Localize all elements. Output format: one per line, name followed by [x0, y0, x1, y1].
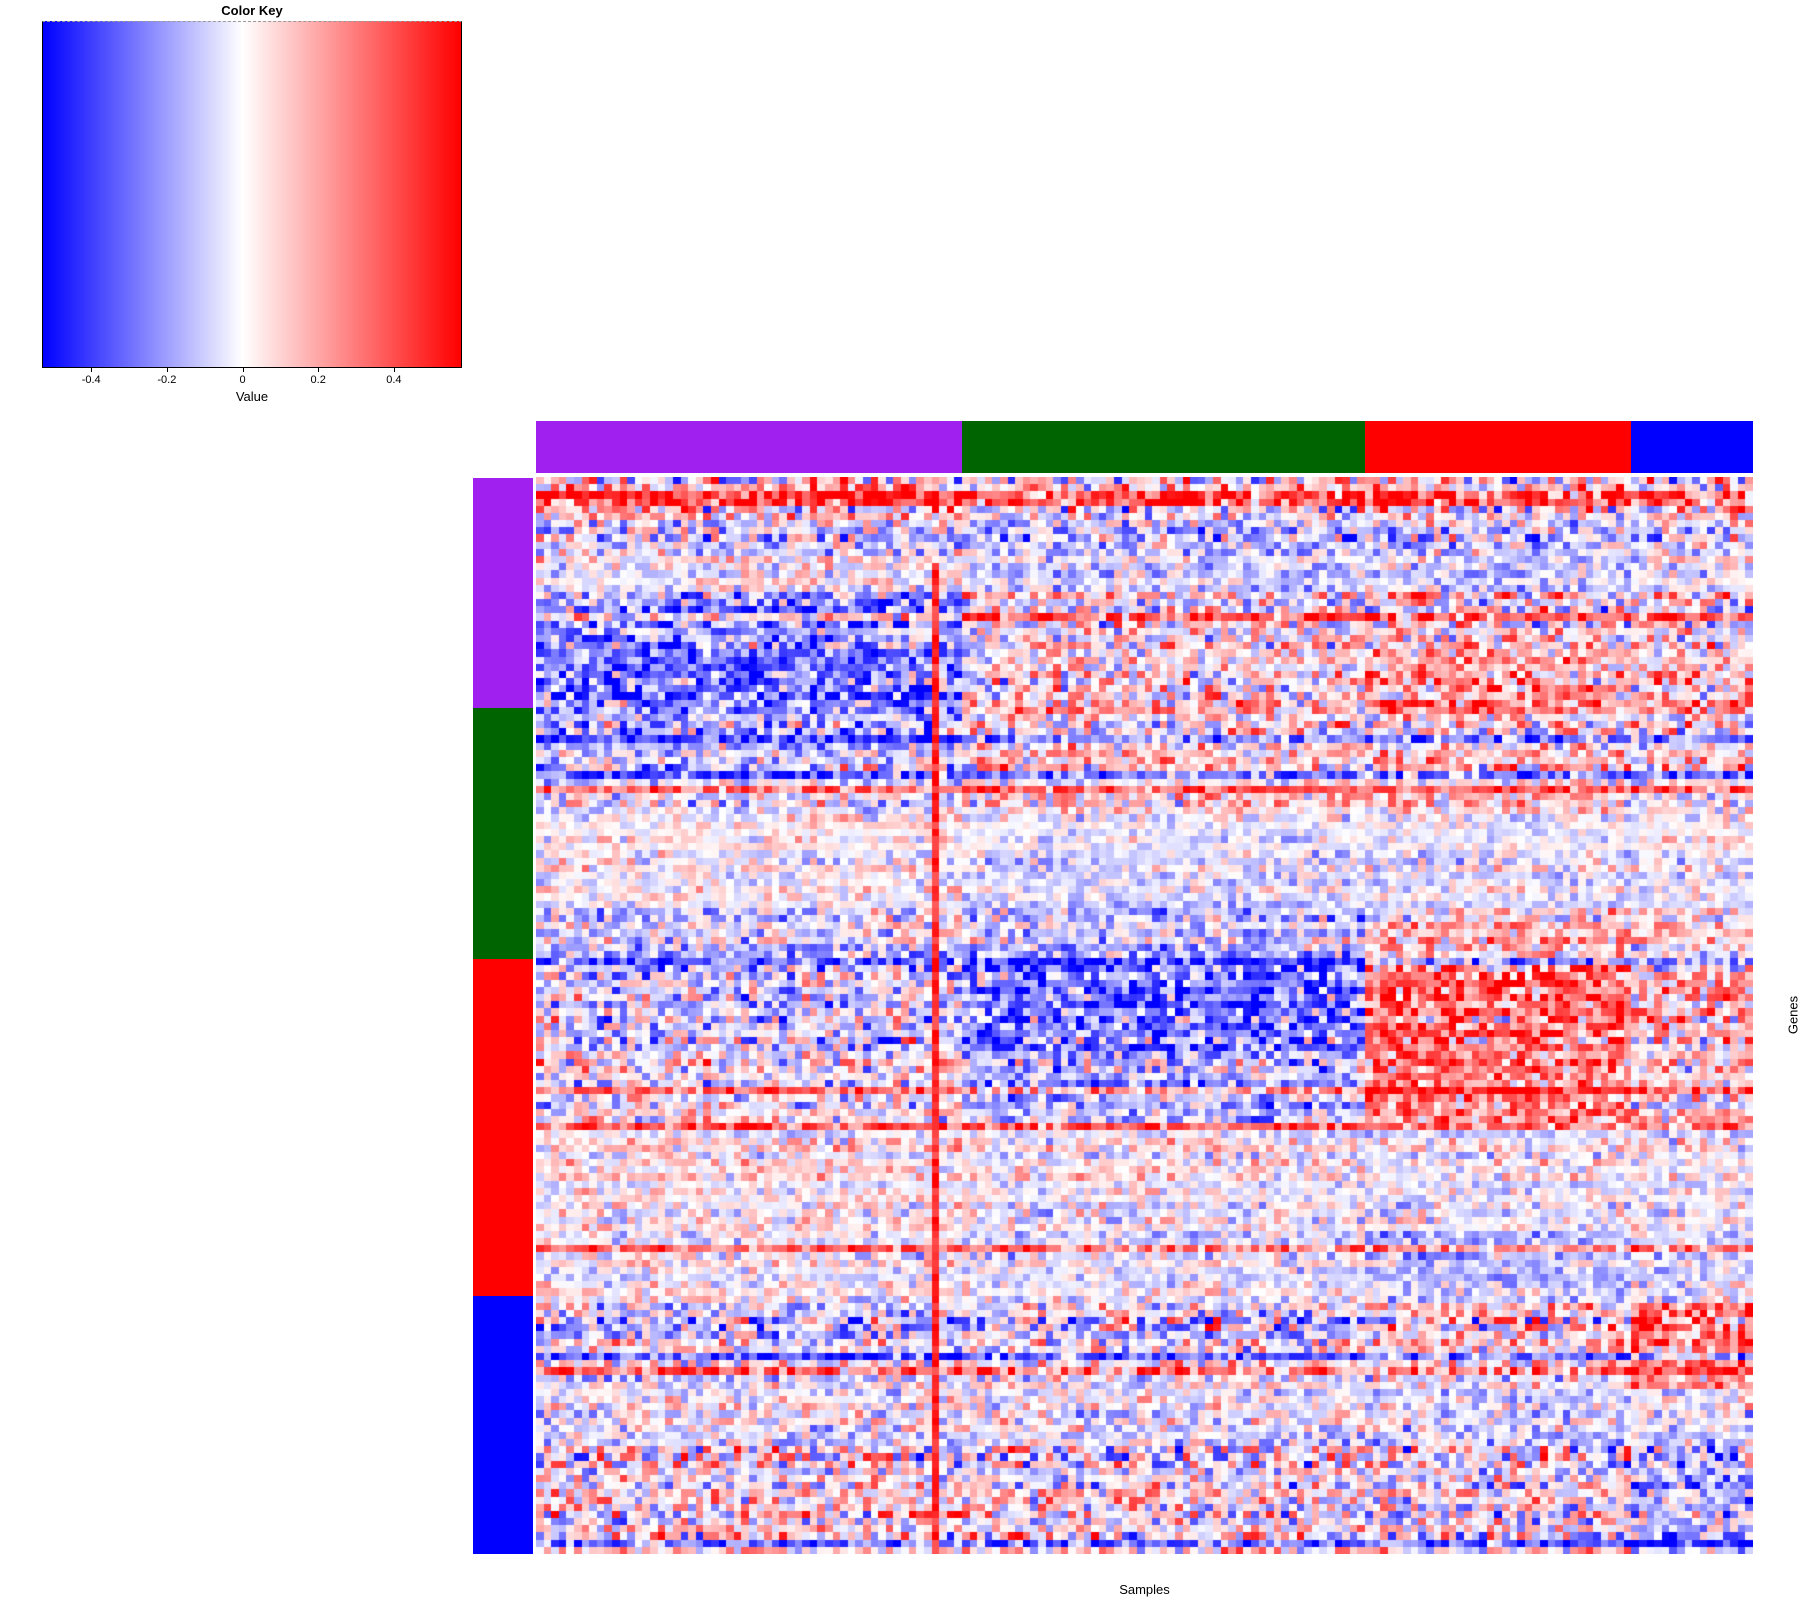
row-group-red	[473, 958, 533, 1296]
color-key-tick	[166, 368, 168, 372]
color-key-tick-label: -0.4	[81, 374, 101, 386]
samples-axis-label: Samples	[1119, 1582, 1170, 1597]
column-side-colors-bar	[536, 421, 1753, 473]
column-group-purple	[536, 421, 962, 473]
color-key-axis-label: Value	[235, 389, 269, 404]
color-key-gradient	[42, 21, 462, 368]
column-group-darkgreen	[961, 421, 1366, 473]
row-group-darkgreen	[473, 707, 533, 959]
color-key-tick-label: 0	[239, 374, 246, 386]
color-key-axis: -0.4 -0.2 0 0.2 0.4	[42, 368, 462, 390]
color-key-tick	[91, 368, 93, 372]
column-group-blue	[1631, 421, 1753, 473]
color-key-tick-label: 0.4	[386, 374, 402, 386]
color-key-tick	[318, 368, 320, 372]
color-key-tick	[393, 368, 395, 372]
color-key-tick	[242, 368, 244, 372]
heatmap-canvas	[536, 477, 1753, 1554]
color-key-tick-label: 0.2	[310, 374, 326, 386]
genes-axis-label: Genes	[1785, 995, 1800, 1035]
row-group-blue	[473, 1295, 533, 1554]
row-group-purple	[473, 478, 533, 708]
column-group-red	[1365, 421, 1632, 473]
color-key-tick-label: -0.2	[157, 374, 177, 386]
row-side-colors-bar	[473, 478, 533, 1554]
color-key-title: Color Key	[221, 3, 283, 18]
